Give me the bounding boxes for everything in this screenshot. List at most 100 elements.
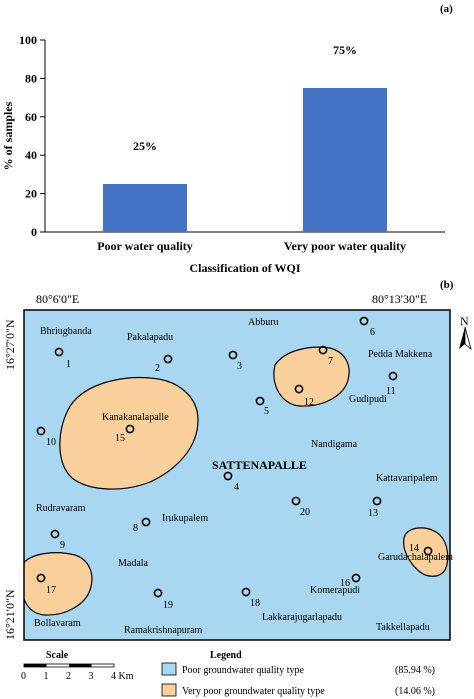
- place-label: Bhriugbanda: [40, 326, 92, 337]
- x-axis-label: Classification of WQI: [189, 261, 300, 275]
- sample-site-label: 20: [300, 507, 310, 518]
- sample-site-label: 12: [304, 397, 314, 408]
- x-tick-label: Very poor water quality: [284, 239, 406, 253]
- sample-site-marker: [163, 354, 173, 364]
- sample-site-label: 16: [340, 578, 350, 589]
- sample-site-label: 18: [250, 598, 260, 609]
- zone-very-poor-garudachalapalem: [403, 527, 449, 577]
- y-tick-label: 0: [31, 225, 37, 239]
- sample-site-marker: [36, 426, 46, 436]
- place-label: Bollavaram: [34, 618, 81, 629]
- y-tick-label: 80: [25, 71, 37, 85]
- scale-tick-label: 0: [21, 671, 26, 682]
- panel-b-label: (b): [440, 279, 454, 291]
- sample-site-marker: [228, 350, 238, 360]
- scale-bar-segment: [69, 664, 92, 667]
- y-tick-label: 20: [25, 187, 37, 201]
- place-label: Garudachalapalem: [378, 552, 453, 563]
- y-tick-label: 60: [25, 110, 37, 124]
- legend-swatch-very-poor: [161, 683, 177, 697]
- sample-site-label: 11: [386, 386, 396, 397]
- sample-site-marker: [50, 529, 60, 539]
- north-arrow-icon: [459, 326, 472, 351]
- place-label: Komerapudi: [310, 585, 360, 596]
- sample-site-label: 2: [155, 363, 160, 374]
- zone-very-poor-gudipudi: [273, 346, 350, 407]
- sample-site-marker: [388, 371, 398, 381]
- sample-site-marker: [141, 517, 151, 527]
- legend-value-poor: (85.94 %): [395, 665, 435, 676]
- sample-site-marker: [54, 347, 64, 357]
- bar-chart: 0 20 40 60 80 100 25% 75% Poor water quality Ve…: [19, 33, 445, 253]
- sample-site-label: 7: [328, 356, 333, 367]
- sample-site-label: 3: [237, 361, 242, 372]
- sample-site-marker: [294, 384, 304, 394]
- sample-site-marker: [351, 573, 361, 583]
- legend-label-very-poor: Very poor groundwater quality type: [182, 686, 325, 697]
- y-axis-label: % of samples: [1, 101, 15, 170]
- place-label: Kattavaripalem: [376, 473, 438, 484]
- legend-title: Legend: [210, 650, 242, 661]
- coord-left-bottom: 16°21'0"N: [3, 589, 17, 640]
- scale-tick-label: 2: [66, 671, 71, 682]
- scale-tick-label: 1: [44, 671, 49, 682]
- place-label: Ramakrishnapuram: [124, 625, 203, 636]
- sample-site-label: 6: [370, 327, 375, 338]
- place-label: Pakalapadu: [127, 332, 173, 343]
- sample-site-marker: [423, 546, 433, 556]
- sample-site-marker: [241, 587, 251, 597]
- sample-site-label: 1: [66, 359, 71, 370]
- legend-swatch-poor: [161, 662, 177, 676]
- panel-a-label: (a): [440, 3, 453, 15]
- legend-label-poor: Poor groundwater quality type: [182, 665, 304, 676]
- place-label: Kanakanalapalle: [102, 412, 169, 423]
- sample-site-label: 19: [163, 600, 173, 611]
- sample-site-marker: [359, 316, 369, 326]
- y-tick-label: 100: [19, 33, 37, 47]
- place-label: Madala: [118, 558, 149, 569]
- town-sattenapalle: SATTENAPALLE: [212, 458, 307, 472]
- sample-site-label: 8: [133, 523, 138, 534]
- sample-site-label: 9: [60, 540, 65, 551]
- scale-tick-label: 4 Km: [111, 671, 134, 682]
- bar-data-label: 75%: [333, 43, 357, 57]
- place-label: Lakkarajugarlapadu: [262, 612, 342, 623]
- scale-bar: 0 1 2 3 4 Km: [21, 663, 134, 682]
- place-label: Abburu: [248, 317, 279, 328]
- sample-site-marker: [223, 471, 233, 481]
- x-tick-label: Poor water quality: [97, 239, 193, 253]
- north-label: N: [460, 314, 469, 328]
- bar: [303, 88, 387, 232]
- coord-left-top: 16°27'0"N: [3, 319, 17, 370]
- scale-bar-segment: [24, 664, 47, 667]
- sample-site-label: 14: [409, 543, 419, 554]
- place-label: Takkellapadu: [376, 622, 430, 633]
- coord-top-left: 80°6'0"E: [36, 292, 79, 306]
- sample-site-marker: [291, 496, 301, 506]
- sample-site-label: 10: [46, 437, 56, 448]
- sample-site-marker: [372, 496, 382, 506]
- sample-site-label: 17: [46, 585, 56, 596]
- scale-title: Scale: [46, 650, 69, 661]
- place-label: Rudravaram: [36, 503, 86, 514]
- bar: [103, 184, 187, 232]
- sample-site-label: 15: [115, 433, 125, 444]
- sample-site-marker: [255, 396, 265, 406]
- sample-site-marker: [36, 573, 46, 583]
- sample-site-label: 5: [264, 406, 269, 417]
- legend-value-very-poor: (14.06 %): [395, 686, 435, 697]
- place-label: Nandigama: [311, 439, 358, 450]
- sample-site-marker: [318, 345, 328, 355]
- bar-data-label: 25%: [133, 139, 157, 153]
- sample-site-label: 13: [368, 508, 378, 519]
- place-label: Pedda Makkena: [368, 349, 433, 360]
- y-tick-label: 40: [25, 148, 37, 162]
- zone-very-poor-bollavaram: [24, 552, 93, 616]
- coord-top-right: 80°13'30"E: [372, 292, 427, 306]
- map-frame: [23, 309, 451, 641]
- place-label: Gudipudi: [349, 394, 387, 405]
- scale-tick-label: 3: [89, 671, 94, 682]
- place-label: Irukupalem: [162, 513, 208, 524]
- sample-site-label: 4: [234, 482, 239, 493]
